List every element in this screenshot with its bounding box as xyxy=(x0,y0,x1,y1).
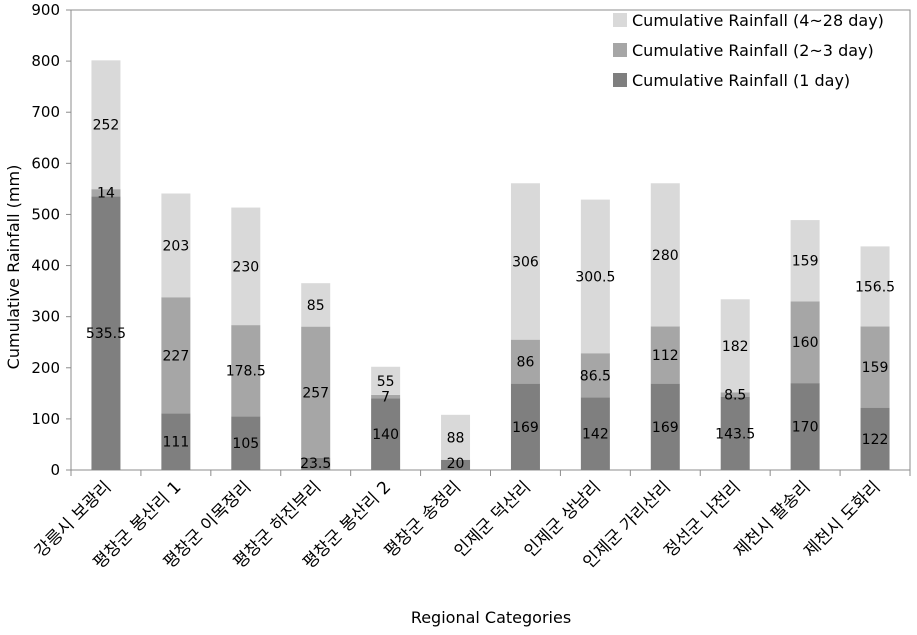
data-label: 159 xyxy=(792,254,819,270)
bar-segment xyxy=(720,299,750,393)
bar-segment xyxy=(650,183,680,327)
legend: Cumulative Rainfall (4~28 day) Cumulative… xyxy=(613,11,884,90)
data-label: 55 xyxy=(377,374,395,390)
data-label: 160 xyxy=(792,335,819,351)
y-axis-title: Cumulative Rainfall (mm) xyxy=(4,165,23,370)
data-label: 203 xyxy=(163,238,190,254)
y-tick-label: 500 xyxy=(31,205,60,223)
legend-label: Cumulative Rainfall (4~28 day) xyxy=(632,11,884,30)
bar-segment xyxy=(510,183,540,340)
data-label: 170 xyxy=(792,420,819,436)
bar-segment xyxy=(161,193,191,298)
data-label: 20 xyxy=(447,456,465,472)
bar-segment xyxy=(790,220,820,302)
y-tick-label: 0 xyxy=(50,461,60,479)
bar-segment xyxy=(580,199,610,354)
data-label: 300.5 xyxy=(575,269,615,285)
bar-segment xyxy=(790,301,820,384)
bars xyxy=(91,60,890,471)
bar-segment xyxy=(860,407,890,470)
bar-segment xyxy=(720,392,750,397)
legend-swatch xyxy=(613,13,627,27)
data-label: 257 xyxy=(302,385,329,401)
legend-swatch xyxy=(613,73,627,87)
data-label: 140 xyxy=(372,427,399,443)
y-tick-label: 600 xyxy=(31,154,60,172)
data-label: 182 xyxy=(722,339,749,355)
bar-segment xyxy=(860,246,890,327)
bar-segment xyxy=(650,383,680,470)
data-label: 252 xyxy=(93,118,120,134)
data-label: 178.5 xyxy=(226,364,266,380)
legend-label: Cumulative Rainfall (2~3 day) xyxy=(632,41,874,60)
y-tick-label: 100 xyxy=(31,410,60,428)
data-label: 86.5 xyxy=(580,368,611,384)
data-label: 111 xyxy=(163,435,190,451)
data-label: 85 xyxy=(307,298,325,314)
data-labels: 535.5 14 252 111 227 203 105 178.5 230 23.5 257 85 1… xyxy=(86,118,895,472)
data-label: 230 xyxy=(232,259,259,275)
data-label: 306 xyxy=(512,254,539,270)
y-tick-label: 200 xyxy=(31,359,60,377)
bar-segment xyxy=(301,457,331,470)
data-label: 143.5 xyxy=(715,426,755,442)
data-label: 156.5 xyxy=(855,279,895,295)
data-label: 8.5 xyxy=(724,387,746,403)
bar-segment xyxy=(790,383,820,470)
bar-segment xyxy=(161,297,191,414)
bar-segment xyxy=(91,196,121,471)
bar-segment xyxy=(231,416,261,470)
bar-segment xyxy=(441,414,471,460)
bar-segment xyxy=(650,326,680,384)
bar-segment xyxy=(510,383,540,470)
bar-segment xyxy=(510,339,540,384)
data-label: 159 xyxy=(862,360,889,376)
data-label: 535.5 xyxy=(86,326,126,342)
bar-segment xyxy=(580,353,610,398)
data-label: 14 xyxy=(97,186,115,202)
y-tick-label: 800 xyxy=(31,52,60,70)
bar-segment xyxy=(91,189,121,197)
legend-label: Cumulative Rainfall (1 day) xyxy=(632,71,850,90)
bar-segment xyxy=(161,413,191,470)
data-label: 86 xyxy=(517,355,535,371)
bar-segment xyxy=(301,326,331,458)
data-label: 105 xyxy=(232,436,259,452)
bar-segment xyxy=(371,394,401,399)
bar-segment xyxy=(371,366,401,395)
bar-segment xyxy=(371,398,401,470)
data-label: 122 xyxy=(862,432,889,448)
bar-segment xyxy=(720,396,750,470)
data-label: 169 xyxy=(652,420,679,436)
data-label: 23.5 xyxy=(300,456,331,472)
data-label: 142 xyxy=(582,427,609,443)
bar-segment xyxy=(301,283,331,327)
axes: 0 100 200 300 400 500 600 700 800 900 xyxy=(31,1,911,479)
bar-segment xyxy=(231,207,261,326)
bar-segment xyxy=(580,397,610,470)
y-tick-label: 300 xyxy=(31,308,60,326)
legend-swatch xyxy=(613,43,627,57)
x-axis-title: Regional Categories xyxy=(411,608,571,627)
bar-segment xyxy=(231,325,261,417)
data-label: 7 xyxy=(381,390,390,406)
data-label: 88 xyxy=(447,430,465,446)
bar-segment xyxy=(860,326,890,408)
y-tick-label: 700 xyxy=(31,103,60,121)
bar-segment xyxy=(441,459,471,470)
bar-segment xyxy=(91,60,121,190)
y-tick-label: 900 xyxy=(31,1,60,19)
data-label: 112 xyxy=(652,348,679,364)
y-tick-label: 400 xyxy=(31,257,60,275)
data-label: 227 xyxy=(163,348,190,364)
data-label: 169 xyxy=(512,420,539,436)
data-label: 280 xyxy=(652,248,679,264)
